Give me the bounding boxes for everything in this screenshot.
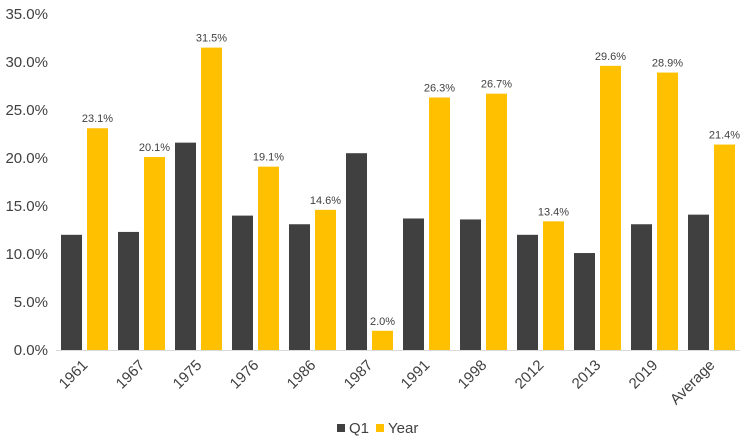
bar-q1-1991 [403,218,424,350]
y-tick-label: 15.0% [5,198,48,215]
bar-year-2013 [600,65,621,350]
data-label: 26.7% [481,79,512,91]
bar-q1-1987 [346,153,367,350]
legend: Q1 Year [337,420,418,437]
bars [61,47,735,351]
y-axis: 0.0% 5.0% 10.0% 15.0% 20.0% 25.0% 30.0% 35.0% [5,6,48,359]
bar-year-1967 [144,157,165,350]
y-tick-label: 30.0% [5,54,48,71]
data-label: 28.9% [652,58,683,70]
legend-label-year: Year [388,420,418,437]
data-label: 29.6% [595,51,626,63]
y-tick-label: 35.0% [5,6,48,23]
x-tick-label: 1998 [455,357,491,393]
bar-year-1961 [87,128,108,350]
data-label: 21.4% [709,130,740,142]
legend-swatch-q1 [337,424,345,432]
data-label: 13.4% [538,206,569,218]
x-tick-label: 1987 [341,357,377,393]
x-tick-label: 2013 [569,357,605,393]
bar-year-2019 [657,72,678,350]
bar-q1-1998 [460,219,481,350]
data-label: 19.1% [253,152,284,164]
bar-year-1976 [258,166,279,350]
bar-q1-2019 [631,224,652,350]
x-tick-label: 1976 [227,357,263,393]
data-label: 31.5% [196,33,227,45]
data-labels: 23.1% 20.1% 31.5% 19.1% 14.6% 2.0% 26.3% 26.7% 1… [82,33,740,328]
bar-q1-2013 [574,253,595,350]
bar-q1-average [688,214,709,350]
y-tick-label: 20.0% [5,150,48,167]
bar-year-1998 [486,93,507,351]
data-label: 20.1% [139,142,170,154]
y-tick-label: 10.0% [5,246,48,263]
data-label: 14.6% [310,195,341,207]
y-tick-label: 5.0% [14,294,48,311]
x-axis: 1961 1967 1975 1976 1986 1987 1991 1998 2012 2013… [56,357,719,408]
y-tick-label: 0.0% [14,342,48,359]
data-label: 2.0% [370,316,395,328]
bar-year-1975 [201,47,222,350]
legend-label-q1: Q1 [349,420,369,437]
bar-q1-2012 [517,234,538,350]
x-tick-label: 1986 [284,357,320,393]
data-label: 23.1% [82,113,113,125]
y-tick-label: 25.0% [5,102,48,119]
data-label: 26.3% [424,83,455,95]
x-tick-label: Average [667,357,718,408]
x-tick-label: 1967 [113,357,149,393]
bar-q1-1967 [118,231,139,350]
bar-q1-1975 [175,142,196,350]
bar-year-1987 [372,330,393,350]
bar-year-average [714,144,735,350]
x-tick-label: 2019 [626,357,662,393]
bar-q1-1961 [61,234,82,350]
bar-year-2012 [543,221,564,350]
bar-q1-1986 [289,224,310,350]
x-tick-label: 2012 [512,357,548,393]
bar-year-1986 [315,209,336,350]
x-tick-label: 1991 [398,357,434,393]
bar-q1-1976 [232,215,253,350]
bar-year-1991 [429,97,450,351]
legend-swatch-year [376,424,384,432]
x-tick-label: 1961 [56,357,92,393]
x-tick-label: 1975 [170,357,206,393]
